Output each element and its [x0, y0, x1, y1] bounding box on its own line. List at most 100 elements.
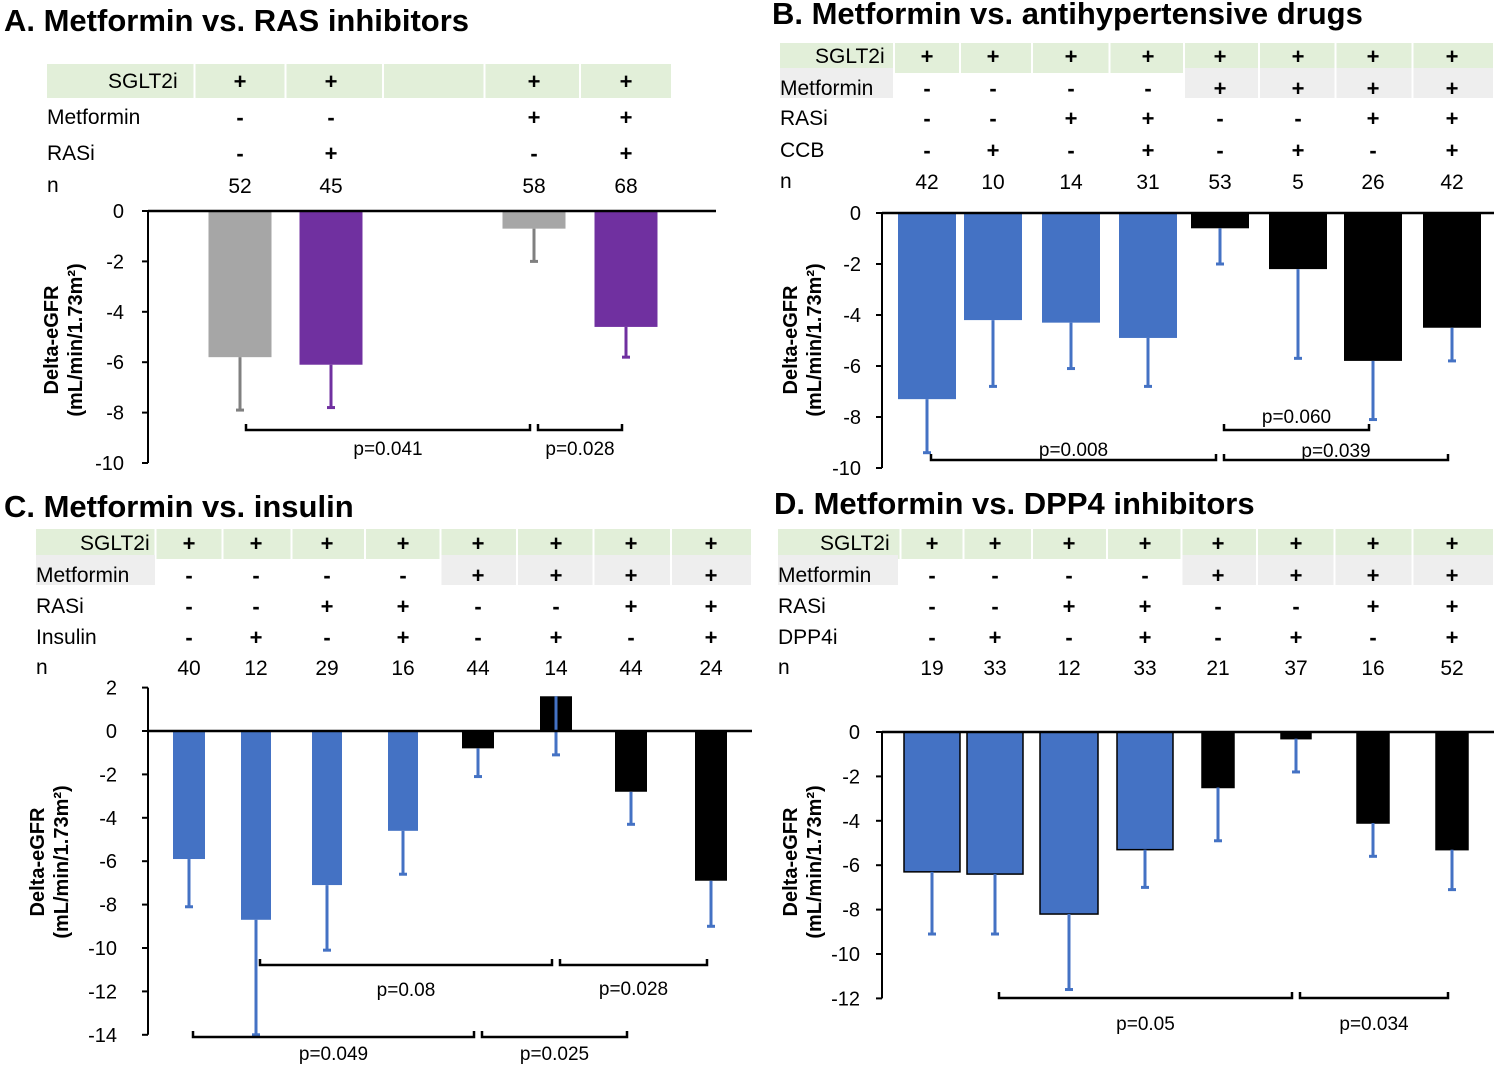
group-indicator: +: [1214, 44, 1227, 69]
group-indicator: +: [1139, 625, 1152, 650]
group-indicator: +: [550, 563, 563, 588]
row-label-sglt2i: SGLT2i: [815, 45, 885, 68]
row-label-metformin: Metformin: [47, 106, 140, 129]
group-indicator: +: [926, 531, 939, 556]
row-label-n: n: [47, 174, 59, 197]
group-indicator: +: [705, 594, 718, 619]
row-label-metformin: Metformin: [778, 564, 871, 587]
y-axis-label-line1: Delta-eGFR: [41, 285, 63, 394]
significance-bracket: [1222, 424, 1371, 432]
y-tick-label: -2: [843, 254, 861, 276]
group-indicator: +: [1446, 594, 1459, 619]
y-tick-label: 2: [106, 678, 117, 700]
group-indicator: -: [1369, 138, 1376, 163]
n-value: 42: [1440, 171, 1463, 194]
group-indicator: +: [1446, 563, 1459, 588]
metformin-band-cell: [1335, 555, 1412, 585]
significance-bracket: [480, 1031, 629, 1039]
group-indicator: +: [1446, 531, 1459, 556]
group-indicator: +: [625, 531, 638, 556]
bar-black: [1269, 213, 1327, 270]
n-value: 5: [1292, 171, 1304, 194]
n-value: 14: [544, 657, 568, 680]
p-value-label: p=0.028: [545, 439, 614, 460]
p-value-label: p=0.060: [1262, 407, 1331, 428]
group-indicator: +: [989, 531, 1002, 556]
sglt2i-band-cell: [1413, 529, 1493, 559]
group-indicator: +: [1446, 106, 1459, 131]
group-indicator: -: [928, 625, 935, 650]
row-label-ccb: CCB: [780, 139, 824, 162]
group-indicator: -: [530, 141, 537, 166]
bar-black: [695, 731, 727, 881]
group-indicator: -: [399, 563, 406, 588]
y-tick-label: -6: [843, 356, 861, 378]
y-axis-label-line1: Delta-eGFR: [27, 807, 49, 916]
n-value: 26: [1361, 171, 1384, 194]
row-label-rasi: RASi: [36, 595, 84, 618]
bar-blue: [903, 731, 961, 873]
group-indicator: +: [1446, 44, 1459, 69]
sglt2i-band-cell: [895, 43, 959, 73]
group-indicator: -: [236, 105, 243, 130]
group-indicator: -: [323, 563, 330, 588]
group-indicator: +: [1139, 594, 1152, 619]
group-indicator: -: [1214, 625, 1221, 650]
y-tick-label: -10: [831, 944, 860, 966]
sglt2i-band-cell: [485, 64, 579, 98]
significance-bracket: [997, 992, 1294, 1000]
sglt2i-band-cell: [518, 529, 593, 559]
metformin-label-band: [780, 68, 893, 98]
group-indicator: +: [1367, 106, 1380, 131]
group-indicator: -: [989, 106, 996, 131]
group-indicator: +: [620, 69, 633, 94]
group-indicator: -: [923, 106, 930, 131]
p-value-label: p=0.049: [299, 1044, 368, 1065]
group-indicator: -: [185, 594, 192, 619]
n-value: 16: [391, 657, 414, 680]
p-value-label: p=0.05: [1116, 1014, 1175, 1035]
row-label-rasi: RASi: [778, 595, 826, 618]
group-indicator: +: [1063, 594, 1076, 619]
panel-c-title: C. Metformin vs. insulin: [4, 489, 354, 524]
row-label-metformin: Metformin: [780, 77, 873, 100]
group-indicator: -: [1369, 625, 1376, 650]
sglt2i-label-band: [778, 529, 900, 559]
y-tick-label: 0: [850, 203, 861, 225]
y-tick-label: -4: [843, 305, 861, 327]
group-indicator: +: [1290, 563, 1303, 588]
group-indicator: +: [1446, 138, 1459, 163]
group-indicator: -: [991, 563, 998, 588]
group-indicator: +: [1142, 138, 1155, 163]
group-indicator: +: [183, 531, 196, 556]
group-indicator: +: [1290, 531, 1303, 556]
bar-black: [1423, 213, 1481, 328]
group-indicator: +: [325, 141, 338, 166]
bar-blue: [964, 213, 1022, 321]
group-indicator: +: [321, 594, 334, 619]
row-label-n: n: [36, 656, 48, 679]
sglt2i-band-cell: [286, 64, 382, 98]
significance-bracket: [558, 959, 709, 967]
group-indicator: -: [1067, 138, 1074, 163]
bar-black: [1344, 213, 1402, 361]
n-value: 68: [614, 175, 637, 198]
group-indicator: +: [472, 531, 485, 556]
bar-blue: [388, 731, 418, 831]
row-label-dpp4i: DPP4i: [778, 626, 838, 649]
group-indicator: -: [923, 138, 930, 163]
y-tick-label: -4: [842, 811, 860, 833]
metformin-label-band: [778, 555, 898, 585]
sglt2i-band-cell: [1110, 43, 1183, 73]
panel-a-title: A. Metformin vs. RAS inhibitors: [4, 3, 469, 38]
group-indicator: +: [620, 105, 633, 130]
metformin-band-cell: [672, 555, 751, 585]
group-indicator: +: [1446, 625, 1459, 650]
n-value: 52: [228, 175, 251, 198]
n-value: 52: [1440, 657, 1463, 680]
sglt2i-band-cell: [1033, 529, 1106, 559]
group-indicator: +: [987, 138, 1000, 163]
y-tick-label: 0: [849, 722, 860, 744]
sglt2i-band-cell: [672, 529, 751, 559]
bar-blue: [173, 731, 205, 860]
